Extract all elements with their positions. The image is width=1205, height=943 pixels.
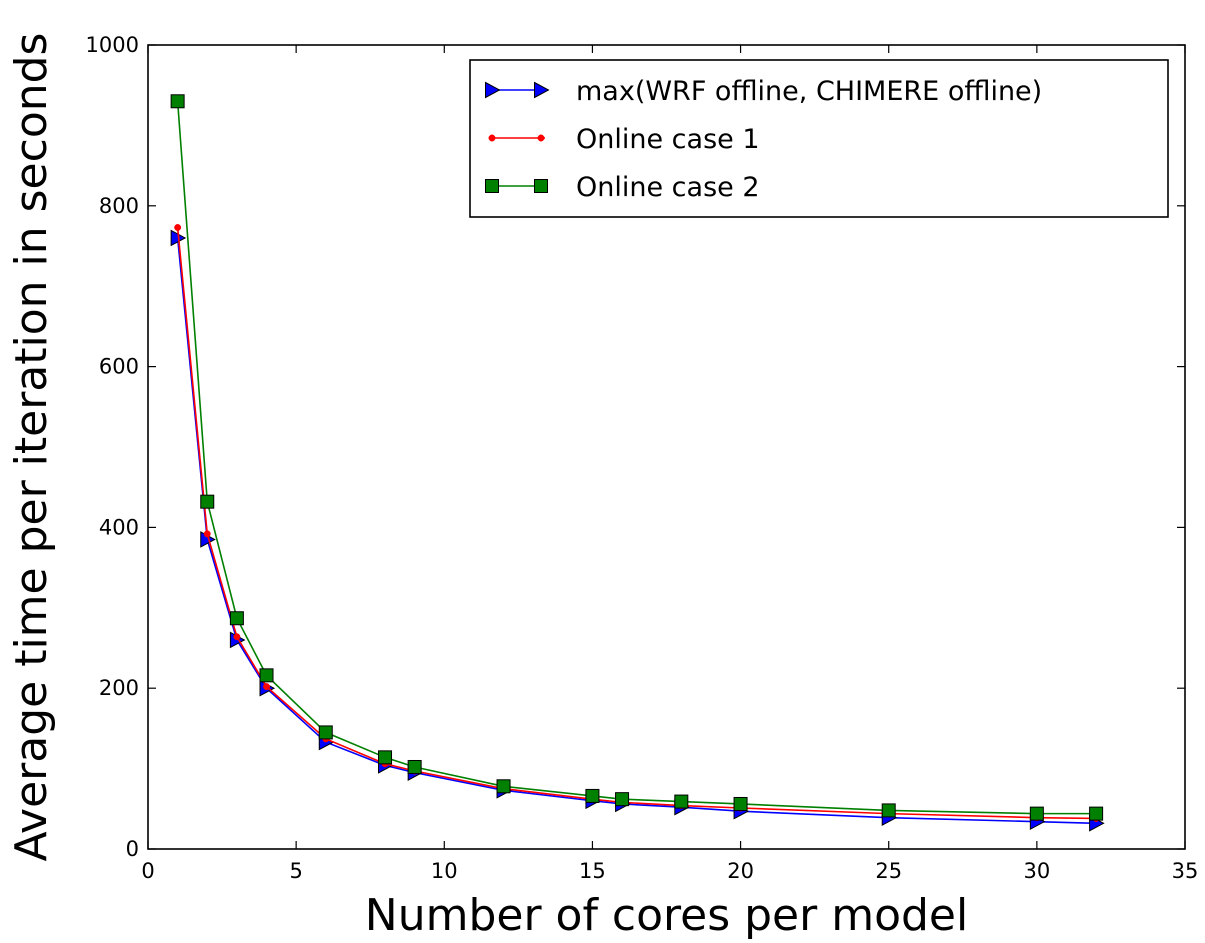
series-3-point — [674, 794, 689, 809]
legend-box — [469, 59, 1169, 218]
y-tick-label: 600 — [99, 355, 139, 379]
series-1 — [170, 229, 1105, 832]
x-tick-label: 35 — [1172, 859, 1199, 883]
series-3-point — [229, 611, 244, 626]
series-3-point — [200, 494, 215, 509]
series-2-line — [176, 227, 1097, 820]
series-3-point — [1029, 806, 1044, 821]
y-tick-label: 800 — [99, 194, 139, 218]
x-tick-label: 30 — [1023, 859, 1050, 883]
series-2-point — [263, 683, 270, 691]
legend-marker — [534, 179, 548, 193]
plot-frame — [147, 44, 1186, 850]
series-3-point — [733, 796, 748, 811]
legend-marker — [537, 134, 545, 142]
y-tick-label: 400 — [99, 515, 139, 539]
legend-marker — [534, 81, 550, 99]
legend-marker — [488, 134, 496, 142]
y-tick-label: 200 — [99, 676, 139, 700]
y-tick-label: 0 — [126, 837, 139, 861]
series-3-point — [881, 803, 896, 818]
series-3-point — [170, 94, 185, 109]
legend-marker — [485, 81, 501, 99]
series-2 — [174, 224, 1100, 822]
legend-marker — [485, 179, 499, 193]
ticks-layer: 0 5 10 15 20 25 30 35 0 200 400 600 800 1000 — [86, 33, 1199, 883]
series-2-point — [233, 633, 241, 641]
plot-layer — [170, 94, 1105, 832]
legend: max(WRF offline, CHIMERE offline) Online … — [469, 59, 1169, 218]
series-3-point — [259, 668, 274, 683]
series-3 — [170, 94, 1104, 821]
y-tick-label: 1000 — [86, 33, 139, 57]
legend-label: Online case 1 — [576, 124, 760, 155]
x-tick-label: 5 — [289, 859, 302, 883]
x-axis-title: Number of cores per model — [365, 890, 968, 941]
series-3-point — [318, 725, 333, 740]
series-3-point — [378, 750, 393, 765]
x-tick-label: 15 — [579, 859, 606, 883]
series-3-point — [496, 779, 511, 794]
y-axis-title: Average time per iteration in seconds — [6, 33, 57, 862]
legend-label: max(WRF offline, CHIMERE offline) — [576, 76, 1042, 107]
series-2-point — [203, 530, 211, 538]
series-3-point — [407, 759, 422, 774]
legend-entries: max(WRF offline, CHIMERE offline) Online … — [485, 76, 1042, 203]
series-1-line — [176, 237, 1097, 825]
x-tick-label: 25 — [875, 859, 902, 883]
x-tick-label: 20 — [727, 859, 754, 883]
series-2-point — [174, 224, 182, 231]
series-3-point — [615, 792, 630, 807]
legend-label: Online case 2 — [576, 172, 760, 203]
series-3-point — [585, 788, 600, 803]
x-tick-label: 10 — [431, 859, 458, 883]
x-tick-label: 0 — [141, 859, 154, 883]
series-3-point — [1089, 806, 1104, 821]
